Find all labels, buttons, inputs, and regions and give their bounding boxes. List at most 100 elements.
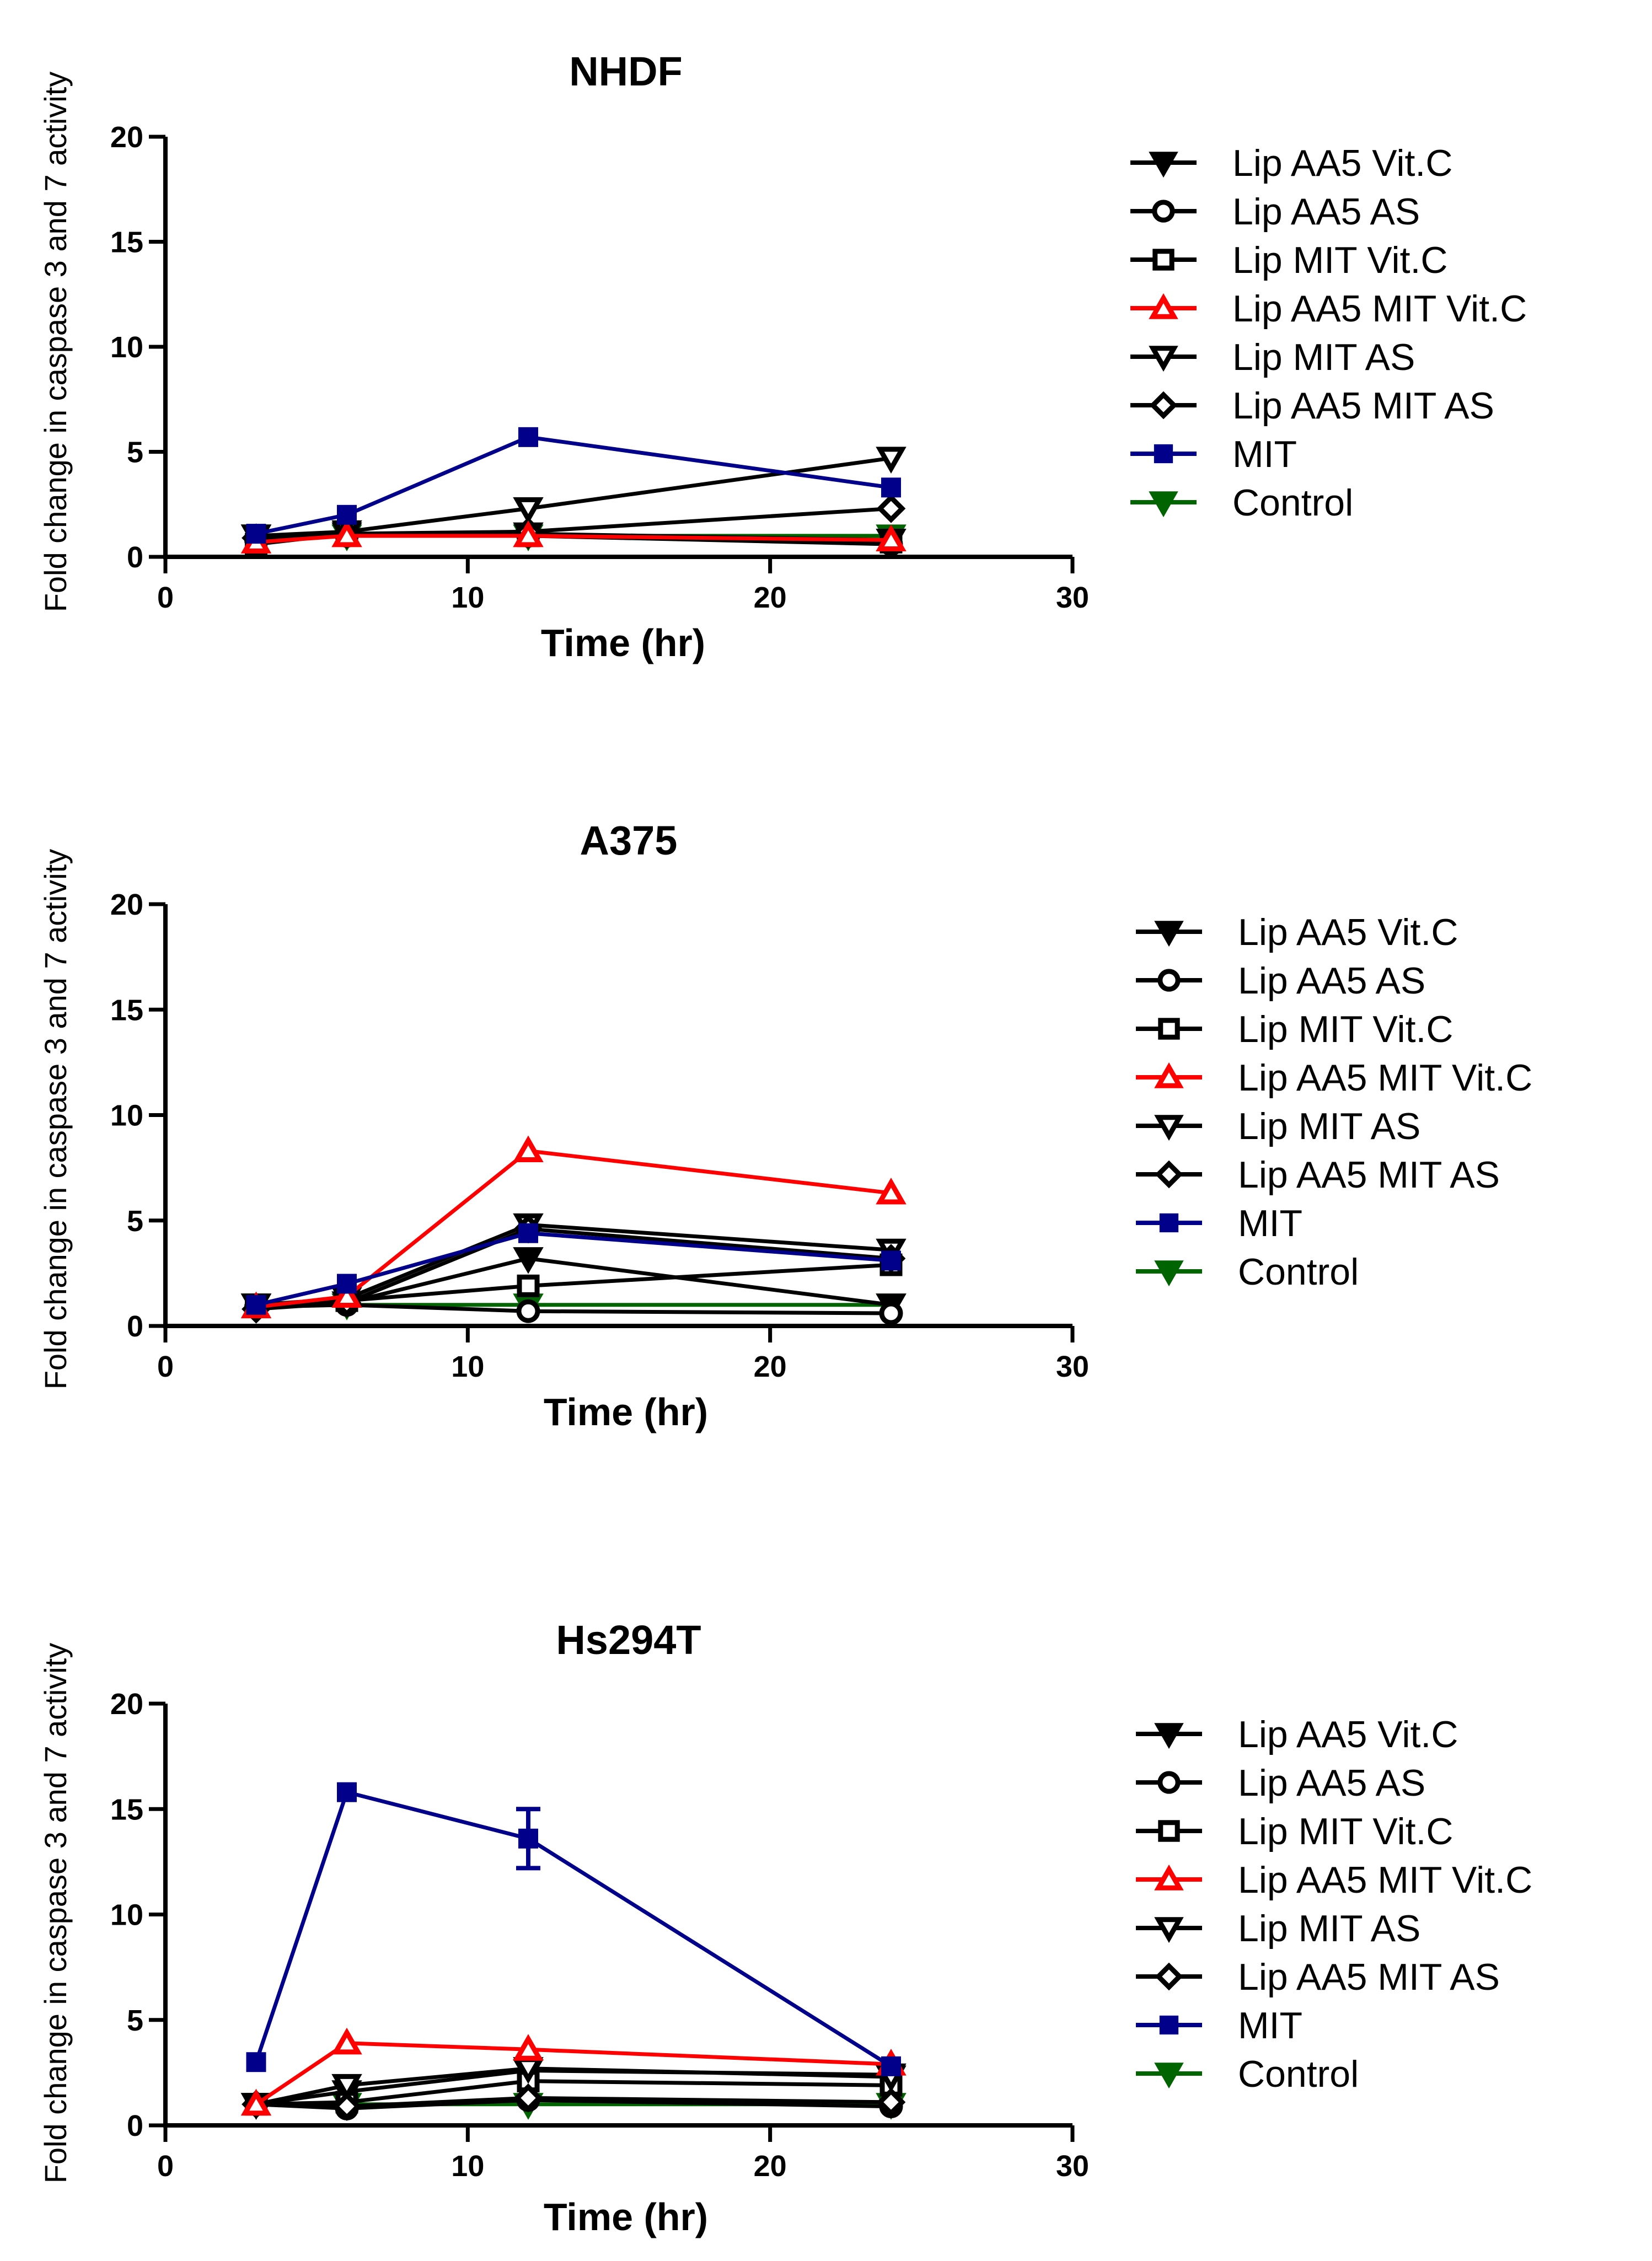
legend-marker: [1154, 1723, 1184, 1749]
data-point: [876, 494, 906, 523]
legend-label: Lip AA5 AS: [1238, 1762, 1425, 1804]
legend-item: Lip MIT AS: [1136, 1908, 1420, 1949]
data-point: [876, 2087, 906, 2117]
legend-item: Lip AA5 MIT Vit.C: [1136, 1057, 1532, 1099]
legend-marker: [1152, 249, 1174, 271]
legend-item: Lip AA5 Vit.C: [1130, 142, 1452, 184]
legend-label: Lip AA5 Vit.C: [1232, 142, 1452, 184]
y-axis-label: Fold change in caspase 3 and 7 activity: [38, 72, 73, 613]
data-point: [881, 477, 901, 498]
legend-item: Lip MIT AS: [1136, 1105, 1420, 1147]
data-point: [513, 2034, 544, 2061]
legend: Lip AA5 Vit.C Lip AA5 AS Lip MIT Vit.C Lip …: [1136, 1714, 1532, 2095]
legend-item: Lip AA5 AS: [1136, 960, 1425, 1002]
legend-item: Lip AA5 MIT AS: [1130, 385, 1494, 427]
legend-item: MIT: [1130, 433, 1297, 475]
legend-item: Lip AA5 AS: [1130, 191, 1420, 233]
legend-label: Lip AA5 MIT Vit.C: [1238, 1057, 1532, 1099]
series-line: [255, 2066, 892, 2107]
legend-label: Lip MIT Vit.C: [1232, 239, 1448, 281]
chart-title: A375: [580, 818, 678, 863]
legend-marker: [1157, 969, 1181, 992]
legend-item: Lip AA5 MIT AS: [1136, 1956, 1500, 1998]
x-tick-label: 30: [1056, 2150, 1089, 2183]
legend-item: Lip MIT Vit.C: [1136, 1008, 1453, 1050]
series-line: [256, 534, 892, 544]
series-line: [254, 1790, 892, 2068]
y-tick-label: 10: [110, 1899, 143, 1932]
legend: Lip AA5 Vit.C Lip AA5 AS Lip MIT Vit.C Lip …: [1136, 911, 1532, 1293]
data-point: [331, 520, 362, 547]
y-tick-label: 20: [110, 121, 143, 154]
data-point: [332, 2092, 362, 2121]
data-point: [516, 1299, 540, 1323]
legend-marker: [1157, 1771, 1181, 1794]
panel-a375: A375 Fold change in caspase 3 and 7 acti…: [38, 818, 1532, 1433]
plot-area: 0 5 10 15 20 0 10 20 30: [110, 888, 1089, 1383]
legend-item: Control: [1136, 2053, 1359, 2095]
legend-item: MIT: [1136, 1202, 1302, 1244]
legend-marker: [1149, 293, 1178, 319]
y-tick-label: 20: [110, 1688, 143, 1721]
x-tick-label: 20: [754, 581, 787, 614]
legend-label: Lip MIT AS: [1238, 1908, 1420, 1949]
data-point: [876, 1177, 907, 1205]
legend-marker: [1149, 391, 1178, 420]
data-point: [518, 1223, 538, 1243]
series-mit: [246, 1782, 901, 2076]
legend-marker: [1154, 1115, 1184, 1141]
data-point: [337, 1782, 357, 1802]
legend-label: MIT: [1238, 1202, 1302, 1244]
x-axis-label: Time (hr): [544, 1390, 708, 1433]
series-lip-aa5-mit-vit-c: [240, 1135, 907, 1319]
legend-item: Control: [1130, 482, 1353, 524]
legend-marker: [1154, 1917, 1184, 1943]
x-tick-label: 20: [754, 2150, 787, 2183]
legend-label: Control: [1238, 1251, 1359, 1293]
y-tick-label: 0: [127, 541, 143, 574]
y-tick-label: 0: [127, 1310, 143, 1343]
legend: Lip AA5 Vit.C Lip AA5 AS Lip MIT Vit.C Lip …: [1130, 142, 1527, 524]
data-point: [518, 1828, 538, 1849]
x-tick-label: 20: [754, 1350, 787, 1383]
x-axis-label: Time (hr): [544, 2195, 708, 2238]
data-point: [246, 2052, 266, 2072]
panel-nhdf: NHDF Fold change in caspase 3 and 7 acti…: [38, 49, 1527, 664]
legend-marker: [1159, 1213, 1179, 1233]
legend-item: Lip AA5 MIT Vit.C: [1136, 1859, 1532, 1901]
x-tick-label: 0: [157, 581, 174, 614]
legend-marker: [1159, 2015, 1179, 2035]
legend-label: Lip AA5 MIT AS: [1238, 1154, 1500, 1196]
y-tick-label: 15: [110, 1793, 143, 1826]
y-tick-label: 5: [127, 1205, 143, 1238]
data-point: [881, 2056, 901, 2076]
legend-item: MIT: [1136, 2005, 1302, 2047]
data-point: [513, 520, 544, 547]
y-axis-label: Fold change in caspase 3 and 7 activity: [38, 849, 73, 1390]
legend-marker: [1154, 1260, 1184, 1287]
series-line: [256, 506, 892, 540]
series-line: [255, 1231, 892, 1307]
legend-item: Lip MIT AS: [1130, 336, 1415, 378]
legend-marker: [1154, 1864, 1184, 1891]
legend-marker: [1154, 921, 1184, 947]
legend-marker: [1149, 491, 1178, 518]
legend-label: Lip MIT AS: [1232, 336, 1415, 378]
legend-label: Lip AA5 AS: [1232, 191, 1420, 233]
legend-marker: [1152, 200, 1175, 223]
legend-label: Control: [1238, 2053, 1359, 2095]
legend-marker: [1149, 152, 1178, 178]
y-tick-label: 0: [127, 2109, 143, 2142]
data-point: [879, 1301, 903, 1325]
data-point: [876, 447, 907, 474]
data-point: [337, 1274, 357, 1294]
legend-marker: [1155, 1962, 1183, 1991]
legend-item: Control: [1136, 1251, 1359, 1293]
data-point: [513, 2083, 543, 2113]
legend-item: Lip AA5 Vit.C: [1136, 1714, 1458, 1755]
x-tick-label: 30: [1056, 1350, 1089, 1383]
legend-item: Lip AA5 MIT AS: [1136, 1154, 1500, 1196]
series-mit: [246, 1223, 901, 1315]
data-point: [513, 1247, 544, 1274]
